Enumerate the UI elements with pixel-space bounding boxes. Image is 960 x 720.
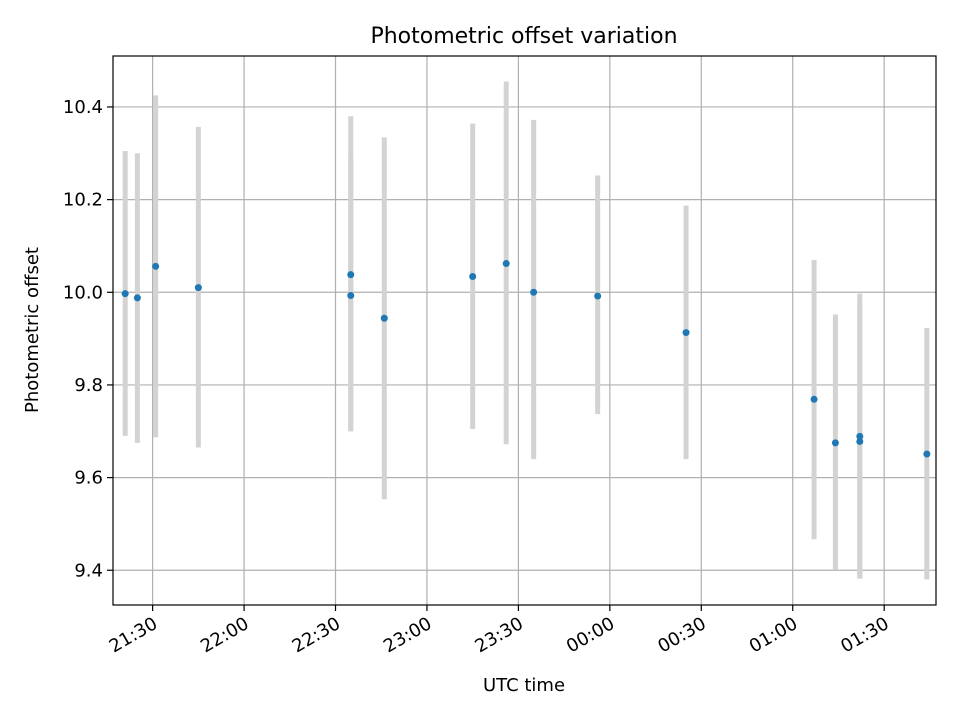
data-point	[469, 273, 477, 281]
data-point	[831, 439, 839, 447]
y-tick-label: 10.4	[63, 97, 103, 118]
y-tick-label: 9.6	[74, 468, 103, 489]
y-tick-label: 9.8	[74, 375, 103, 396]
data-point	[121, 290, 129, 298]
data-point	[133, 294, 141, 302]
plot-frame	[112, 55, 937, 606]
y-tick-label: 10.0	[63, 282, 103, 303]
data-point	[347, 292, 355, 300]
y-axis-label: Photometric offset	[22, 247, 43, 413]
data-point	[856, 432, 864, 440]
y-tick-label: 9.4	[74, 560, 103, 581]
grid-lines	[113, 56, 936, 605]
y-tick-label: 10.2	[63, 190, 103, 211]
data-point	[682, 329, 690, 337]
data-point	[923, 450, 931, 458]
data-point	[856, 437, 864, 445]
data-point	[530, 288, 538, 296]
x-axis-label: UTC time	[483, 675, 565, 696]
data-point	[380, 314, 388, 322]
data-point	[502, 260, 510, 268]
y-axis-ticks: 9.4 9.6 9.8 10.0 10.2 10.4	[63, 97, 113, 581]
data-point	[194, 284, 202, 292]
data-point	[152, 262, 160, 270]
data-point	[810, 395, 818, 403]
chart-title: Photometric offset variation	[370, 24, 677, 49]
data-point	[594, 292, 602, 300]
data-point	[347, 271, 355, 279]
data-points	[121, 260, 931, 458]
